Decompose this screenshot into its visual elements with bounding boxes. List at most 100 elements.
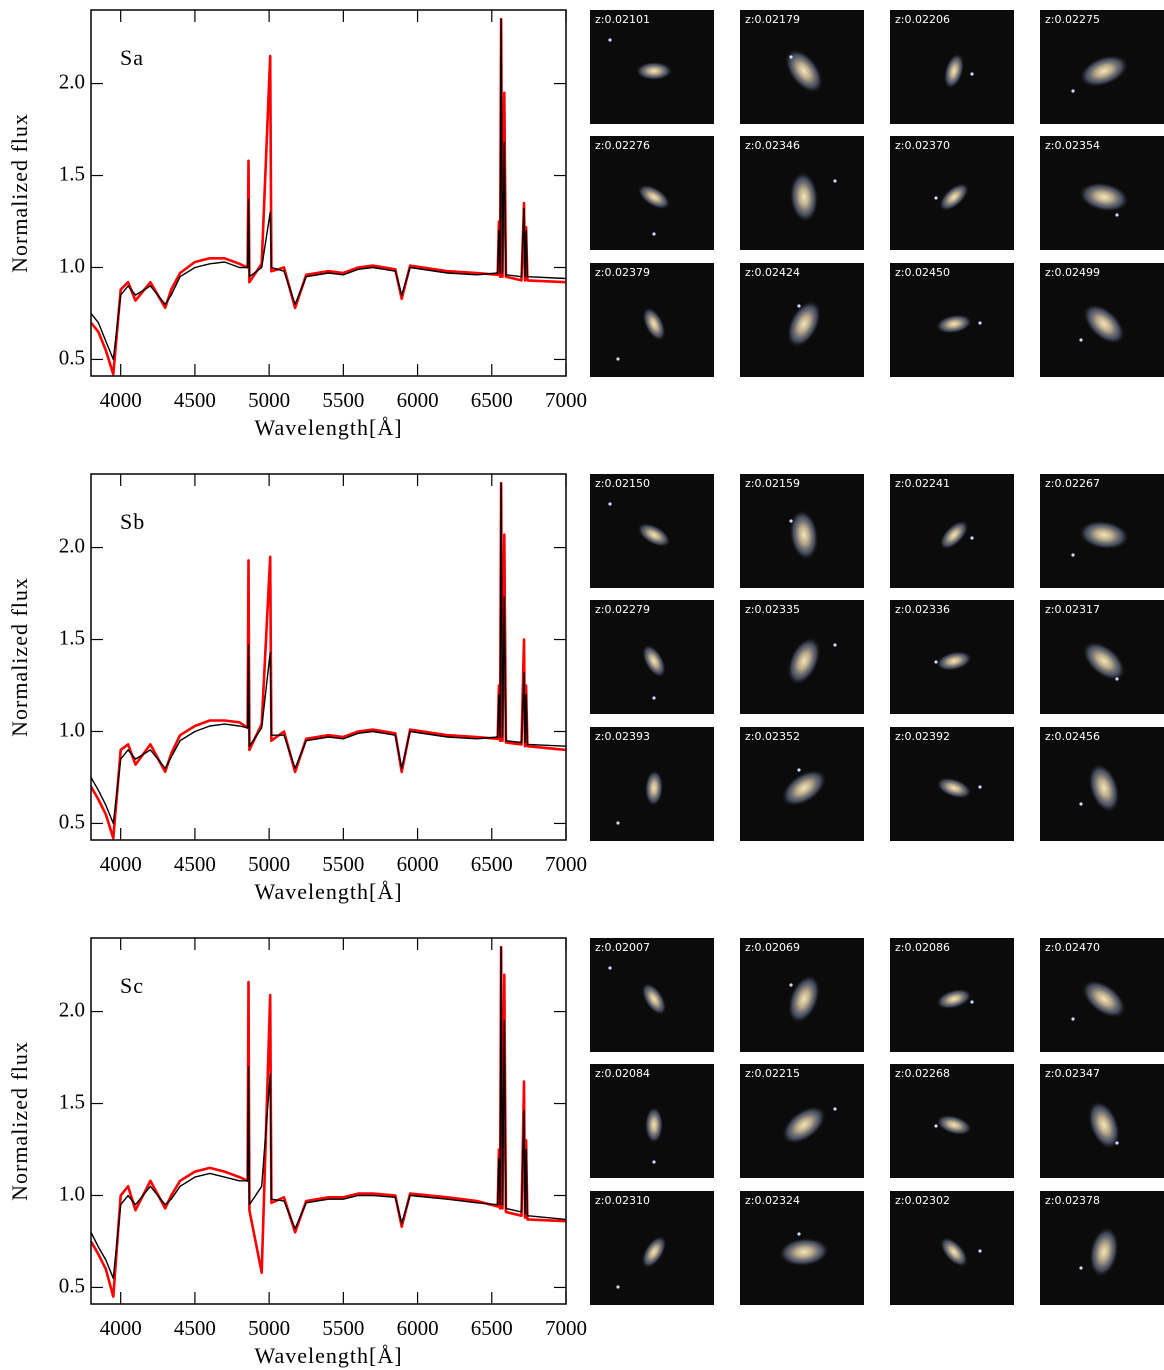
galaxy xyxy=(642,644,666,678)
star xyxy=(1079,1266,1083,1270)
x-tick-label: 5500 xyxy=(322,852,364,876)
galaxy-thumbnail: z:0.02470 xyxy=(1040,938,1164,1052)
galaxy xyxy=(785,49,823,93)
galaxy-thumbnail: z:0.02069 xyxy=(740,938,864,1052)
galaxy xyxy=(940,1237,968,1267)
galaxy-thumbnail: z:0.02324 xyxy=(740,1191,864,1305)
redshift-label: z:0.02276 xyxy=(595,139,650,152)
y-axis-label: Normalized flux xyxy=(7,577,32,737)
redshift-label: z:0.02336 xyxy=(895,603,950,616)
galaxy xyxy=(1083,304,1125,344)
redshift-label: z:0.02456 xyxy=(1045,730,1100,743)
galaxy xyxy=(789,510,819,560)
redshift-label: z:0.02241 xyxy=(895,477,950,490)
redshift-label: z:0.02179 xyxy=(745,13,800,26)
star xyxy=(833,643,837,647)
galaxy-thumbnail: z:0.02317 xyxy=(1040,600,1164,714)
redshift-label: z:0.02317 xyxy=(1045,603,1100,616)
y-tick-label: 0.5 xyxy=(59,809,85,833)
redshift-label: z:0.02086 xyxy=(895,941,950,954)
y-tick-label: 1.0 xyxy=(59,1181,85,1205)
redshift-label: z:0.02275 xyxy=(1045,13,1100,26)
star xyxy=(616,357,620,361)
galaxy xyxy=(1082,980,1126,1018)
star xyxy=(978,1249,982,1253)
star xyxy=(833,1107,837,1111)
star xyxy=(1115,677,1119,681)
spectrum-panel: 4000 4500 5000 5500 6000 6500 7000 0.5 1.0 1.5 2.0… xyxy=(7,937,1164,1368)
galaxy-thumbnail: z:0.02241 xyxy=(890,474,1014,588)
spectrum-line xyxy=(91,17,566,376)
star xyxy=(1071,89,1075,93)
star xyxy=(970,72,974,76)
redshift-label: z:0.02268 xyxy=(895,1067,950,1080)
y-tick-label: 2.0 xyxy=(59,997,85,1021)
panel-label: Sb xyxy=(120,509,145,534)
redshift-label: z:0.02159 xyxy=(745,477,800,490)
redshift-label: z:0.02378 xyxy=(1045,1194,1100,1207)
x-tick-label: 6000 xyxy=(397,388,439,412)
galaxy xyxy=(936,1115,972,1135)
x-tick-label: 4000 xyxy=(100,852,142,876)
spectrum-line xyxy=(91,481,566,840)
star xyxy=(1115,213,1119,217)
galaxy-thumbnail: z:0.02101 xyxy=(590,10,714,124)
star xyxy=(1115,1141,1119,1145)
galaxy xyxy=(788,975,820,1023)
star xyxy=(970,1000,974,1004)
galaxy-thumbnail: z:0.02279 xyxy=(590,600,714,714)
star xyxy=(934,660,938,664)
x-tick-label: 7000 xyxy=(545,1316,587,1340)
galaxy-thumbnail: z:0.02206 xyxy=(890,10,1014,124)
galaxy xyxy=(637,523,671,547)
star xyxy=(608,966,612,970)
redshift-label: z:0.02370 xyxy=(895,139,950,152)
spectrum-line xyxy=(91,946,566,1279)
galaxy xyxy=(779,1237,829,1267)
y-tick-label: 1.5 xyxy=(59,625,85,649)
redshift-label: z:0.02150 xyxy=(595,477,650,490)
star xyxy=(1071,553,1075,557)
spectrum-panel: 4000 4500 5000 5500 6000 6500 7000 0.5 1.0 1.5 2.0… xyxy=(7,9,1164,440)
star xyxy=(789,983,793,987)
galaxy xyxy=(1079,520,1129,550)
galaxy-thumbnail: z:0.02150 xyxy=(590,474,714,588)
redshift-label: z:0.02392 xyxy=(895,730,950,743)
galaxy xyxy=(1079,182,1129,212)
y-tick-label: 1.0 xyxy=(59,717,85,741)
galaxy xyxy=(936,651,972,671)
galaxy xyxy=(936,989,972,1009)
x-axis-label: Wavelength[Å] xyxy=(254,415,402,440)
galaxy-thumbnail: z:0.02336 xyxy=(890,600,1014,714)
galaxy xyxy=(782,1106,826,1144)
y-tick-label: 2.0 xyxy=(59,533,85,557)
star xyxy=(797,1232,801,1236)
galaxy xyxy=(1080,55,1128,87)
galaxy xyxy=(644,770,664,806)
x-axis-label: Wavelength[Å] xyxy=(254,879,402,904)
redshift-label: z:0.02101 xyxy=(595,13,650,26)
spectrum-line xyxy=(91,945,566,1298)
plot-frame xyxy=(90,473,567,841)
x-tick-label: 4500 xyxy=(174,1316,216,1340)
galaxy xyxy=(787,637,821,685)
galaxy-thumbnail: z:0.02179 xyxy=(740,10,864,124)
galaxy-thumbnail: z:0.02346 xyxy=(740,136,864,250)
star xyxy=(608,38,612,42)
galaxy xyxy=(638,184,670,210)
galaxy xyxy=(636,62,672,80)
x-tick-label: 4000 xyxy=(100,388,142,412)
x-tick-label: 7000 xyxy=(545,388,587,412)
galaxy xyxy=(944,53,964,89)
spectrum-panel: 4000 4500 5000 5500 6000 6500 7000 0.5 1.0 1.5 2.0… xyxy=(7,473,1164,904)
x-tick-label: 5000 xyxy=(248,852,290,876)
y-tick-label: 0.5 xyxy=(59,345,85,369)
star xyxy=(1071,1017,1075,1021)
redshift-label: z:0.02354 xyxy=(1045,139,1100,152)
redshift-label: z:0.02069 xyxy=(745,941,800,954)
redshift-label: z:0.02302 xyxy=(895,1194,950,1207)
star xyxy=(833,179,837,183)
star xyxy=(1079,802,1083,806)
x-axis-label: Wavelength[Å] xyxy=(254,1343,402,1368)
